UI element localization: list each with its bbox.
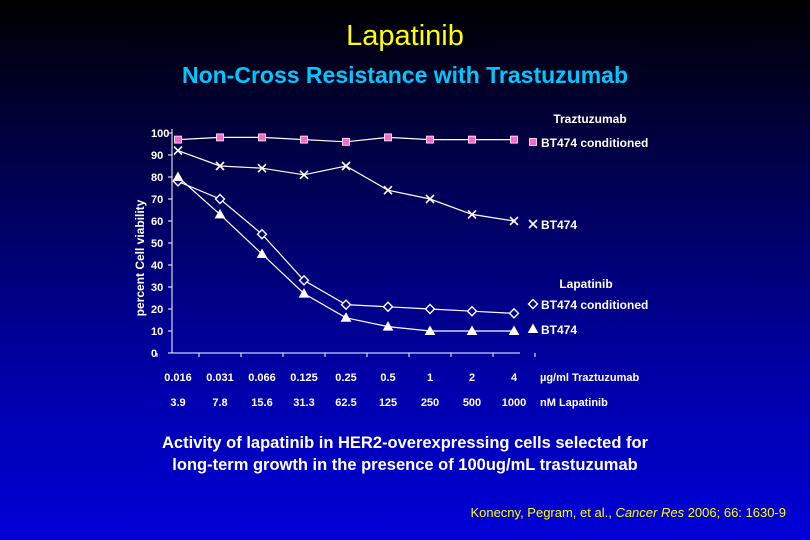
y-tick-label-6: 60 [151, 216, 163, 228]
point-s0-8 [510, 135, 518, 144]
citation: Konecny, Pegram, et al., Cancer Res 2006… [470, 505, 786, 520]
point-s0-0 [174, 135, 182, 144]
point-s2-1 [214, 193, 226, 205]
x-tick-label-2: 0.066 [248, 372, 276, 384]
y-axis-label: percent Cell viability [133, 199, 147, 316]
point-s0-5 [384, 133, 392, 142]
point-s3-0 [172, 171, 184, 181]
x-axis-label-secondary: nM Lapatinib [540, 397, 608, 409]
series-line-1 [177, 150, 515, 222]
point-s3-3 [298, 288, 310, 298]
point-s3-7 [466, 325, 478, 335]
point-s1-2 [257, 163, 267, 173]
x-secondary-label-0: 3.9 [170, 397, 185, 409]
point-s2-5 [382, 301, 394, 313]
x-secondary-label-2: 15.6 [251, 397, 272, 409]
point-s3-8 [508, 325, 520, 335]
x-secondary-label-7: 500 [463, 397, 481, 409]
y-tick-label-5: 50 [151, 238, 163, 250]
y-tick-label-10: 100 [151, 128, 169, 140]
point-s3-4 [340, 312, 352, 322]
point-s0-1 [216, 133, 224, 142]
point-s2-4 [340, 299, 352, 311]
x-secondary-label-6: 250 [421, 397, 439, 409]
y-tick-label-1: 10 [151, 326, 163, 338]
point-s2-6 [424, 303, 436, 315]
point-s3-2 [256, 248, 268, 258]
x-tick-label-3: 0.125 [290, 372, 318, 384]
slide-title: Lapatinib [346, 20, 464, 52]
point-s1-8 [509, 216, 519, 226]
point-s3-1 [214, 208, 226, 219]
point-s1-7 [467, 209, 477, 219]
slide-subtitle: Non-Cross Resistance with Trastuzumab [181, 62, 629, 88]
point-s1-6 [425, 194, 435, 204]
legend-marker-3 [527, 323, 539, 333]
x-axis-label: µg/ml Traztuzumab [540, 372, 640, 384]
citation-journal: Cancer Res [615, 505, 685, 520]
point-s1-0 [173, 146, 183, 156]
point-s1-3 [299, 170, 309, 180]
point-s2-2 [256, 228, 268, 240]
x-secondary-label-5: 125 [379, 397, 397, 409]
point-s1-4 [341, 161, 351, 171]
point-s0-7 [468, 135, 476, 144]
point-s1-5 [383, 185, 393, 195]
x-tick-label-4: 0.25 [335, 372, 356, 384]
y-tick-label-2: 20 [151, 304, 163, 316]
y-tick-label-8: 80 [151, 172, 163, 184]
point-s0-6 [426, 135, 434, 144]
x-tick-label-5: 0.5 [380, 372, 395, 384]
x-tick-label-0: 0.016 [164, 372, 192, 384]
legend-label-2: BT474 conditioned [541, 298, 648, 312]
x-tick-label-1: 0.031 [206, 372, 234, 384]
y-tick-label-4: 40 [151, 260, 163, 272]
point-s2-3 [298, 274, 310, 286]
x-tick-label-7: 2 [469, 372, 475, 384]
point-s0-3 [300, 135, 308, 144]
x-secondary-label-3: 31.3 [293, 397, 314, 409]
legend-marker-2 [527, 298, 539, 310]
group-label-traztuzumab: Traztuzumab [553, 112, 626, 126]
citation-details: 2006; 66: 1630-9 [684, 505, 786, 520]
legend-label-3: BT474 [541, 323, 577, 337]
point-s1-1 [215, 161, 225, 171]
point-s0-4 [342, 137, 350, 146]
citation-authors: Konecny, Pegram, et al., [470, 505, 616, 520]
x-tick-label-6: 1 [427, 372, 433, 384]
slide-caption: Activity of lapatinib in HER2-overexpres… [100, 432, 710, 476]
point-s3-5 [382, 321, 394, 331]
legend-label-0: BT474 conditioned [541, 136, 648, 150]
point-s2-8 [508, 307, 520, 319]
y-tick-label-0: 0 [151, 348, 157, 360]
point-s2-7 [466, 305, 478, 317]
x-secondary-label-1: 7.8 [212, 397, 227, 409]
legend-label-1: BT474 [541, 218, 577, 232]
x-secondary-label-4: 62.5 [335, 397, 356, 409]
x-tick-label-8: 4 [511, 372, 518, 384]
legend-marker-0 [529, 138, 537, 146]
y-tick-label-3: 30 [151, 282, 163, 294]
caption-line-1: Activity of lapatinib in HER2-overexpres… [162, 434, 648, 452]
series-line-2 [177, 180, 515, 314]
x-secondary-label-8: 1000 [502, 397, 526, 409]
caption-line-2: long-term growth in the presence of 100u… [172, 456, 638, 474]
y-tick-label-9: 90 [151, 150, 163, 162]
point-s0-2 [258, 133, 266, 142]
y-tick-label-7: 70 [151, 194, 163, 206]
group-label-lapatinib: Lapatinib [559, 277, 612, 291]
legend-marker-1 [528, 219, 538, 229]
point-s3-6 [424, 325, 436, 335]
